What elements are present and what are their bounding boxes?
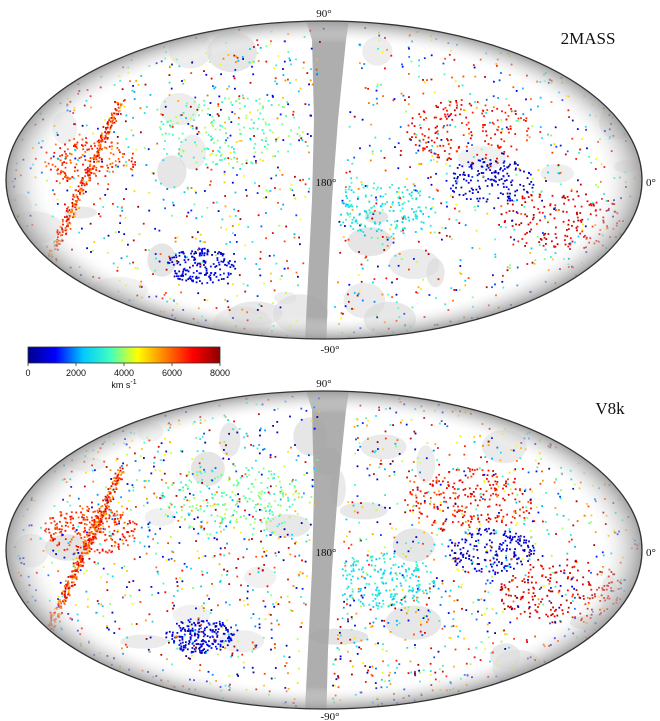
colorbar-tick-label: 0 [25,368,30,378]
map-title: 2MASS [561,29,616,48]
map-v8k: 90° 180° 0° -90° V8k [5,378,656,721]
colorbar-tick-label: 2000 [66,368,86,378]
lat-bottom-label: -90° [320,344,339,356]
colorbar-unit: km s-1 [111,379,136,390]
lon-right-label: 0° [646,177,656,189]
colorbar-gradient [27,346,221,364]
colorbar-tick-label: 4000 [114,368,134,378]
colorbar: 0 2000 4000 6000 8000 km s-1 [25,346,230,390]
colorbar-ticks: 0 2000 4000 6000 8000 [25,363,230,378]
map-outline [5,20,643,340]
map-2mass: 90° 180° 0° -90° 2MASS [5,8,656,356]
lat-top-label: 90° [316,8,331,20]
colorbar-tick-label: 8000 [210,368,230,378]
colorbar-tick-label: 6000 [162,368,182,378]
lon-center-label: 180° [316,177,337,189]
